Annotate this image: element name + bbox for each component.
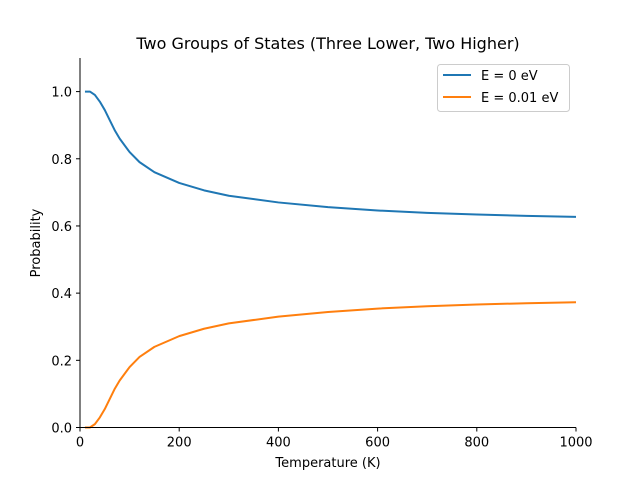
x-tick-label: 600 xyxy=(365,436,390,451)
y-tick-label: 0.4 xyxy=(51,287,72,302)
x-tick-label: 800 xyxy=(464,436,489,451)
x-tick-label: 200 xyxy=(167,436,192,451)
legend: E = 0 eV E = 0.01 eV xyxy=(437,64,570,112)
x-tick-label: 400 xyxy=(266,436,291,451)
legend-label-series-1: E = 0.01 eV xyxy=(481,91,558,106)
plot-area xyxy=(84,90,577,429)
x-tick-label: 1000 xyxy=(559,436,592,451)
x-axis-label: Temperature (K) xyxy=(274,456,380,471)
y-tick-label: 1.0 xyxy=(51,86,72,101)
y-tick-label: 0.8 xyxy=(51,153,72,168)
chart-title: Two Groups of States (Three Lower, Two H… xyxy=(135,34,519,53)
y-axis-ticks: 0.0 0.2 0.4 0.6 0.8 1.0 xyxy=(51,86,80,437)
series-line-1 xyxy=(84,301,577,429)
y-tick-label: 0.2 xyxy=(51,354,72,369)
x-tick-label: 0 xyxy=(76,436,84,451)
legend-box xyxy=(437,64,570,112)
series-line-0 xyxy=(84,90,577,218)
y-tick-label: 0.0 xyxy=(51,422,72,437)
y-tick-label: 0.6 xyxy=(51,220,72,235)
legend-label-series-0: E = 0 eV xyxy=(481,69,538,84)
x-axis-ticks: 0 200 400 600 800 1000 xyxy=(76,427,593,451)
y-axis-label: Probability xyxy=(29,208,44,277)
